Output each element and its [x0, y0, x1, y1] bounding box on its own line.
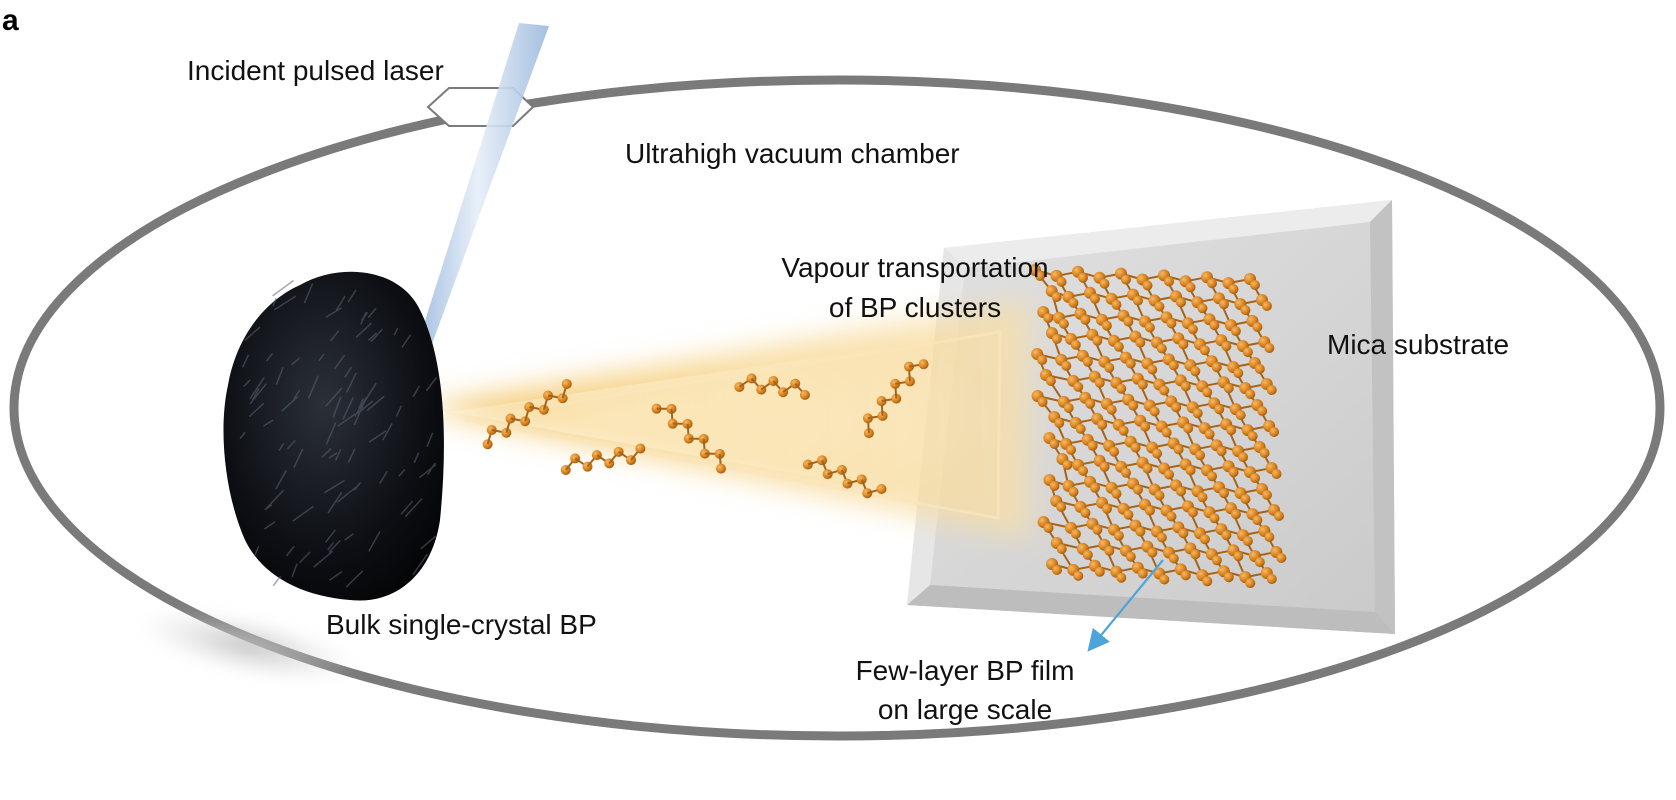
vacuum-chamber-wall: [9, 75, 1665, 741]
film-pointer-arrow: [1087, 559, 1164, 652]
label-on-large-scale: on large scale: [878, 694, 1052, 725]
bp-cluster: [560, 443, 646, 475]
label-vapour-transportation: Vapour transportation: [781, 252, 1048, 283]
bp-clusters: [482, 359, 929, 499]
label-bulk-single-crystal-bp: Bulk single-crystal BP: [326, 609, 597, 640]
crystal-shadow: [137, 608, 357, 684]
label-few-layer-bp-film: Few-layer BP film: [856, 655, 1075, 686]
label-ultrahigh-vacuum-chamber: Ultrahigh vacuum chamber: [625, 138, 960, 169]
vapour-plume: [420, 300, 1030, 540]
few-layer-bp-film: [1029, 264, 1287, 589]
bp-cluster: [734, 373, 810, 400]
label-incident-pulsed-laser: Incident pulsed laser: [187, 55, 444, 86]
label-of-bp-clusters: of BP clusters: [829, 292, 1001, 323]
bp-cluster: [651, 403, 726, 474]
bulk-single-crystal-bp: [223, 271, 444, 601]
bp-cluster: [862, 359, 929, 439]
label-mica-substrate: Mica substrate: [1327, 329, 1509, 360]
bp-cluster: [482, 378, 572, 450]
panel-label: a: [2, 4, 19, 37]
laser-beam: [407, 23, 549, 382]
bp-cluster: [802, 455, 887, 499]
